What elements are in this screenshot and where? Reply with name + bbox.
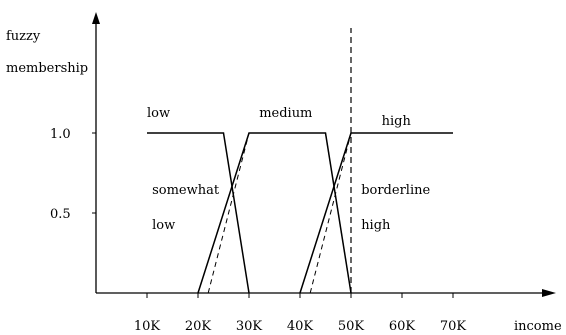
x-tick-label: 20K: [185, 319, 212, 334]
x-tick-label: 30K: [236, 319, 263, 334]
axes: [92, 12, 556, 297]
hedge-line: [197, 132, 250, 294]
hedge-line: [325, 132, 352, 294]
y-tick-label: 1.0: [50, 127, 71, 142]
hedge-line: [309, 132, 352, 294]
x-tick-label: 40K: [287, 319, 314, 334]
annotation-label: medium: [259, 106, 312, 121]
series-line-medium: [197, 132, 352, 294]
series-layer: [147, 28, 453, 294]
ticks: 10K 20K 30K 40K 50K 60K 70K 1.0 0.5: [50, 127, 466, 334]
annotation-label: borderline: [361, 183, 430, 198]
annotations: low medium high somewhat low borderline high: [147, 106, 430, 233]
x-tick-label: 60K: [389, 319, 416, 334]
annotation-label: somewhat: [152, 183, 220, 198]
x-axis-label: income: [514, 319, 562, 334]
annotation-label: high: [382, 114, 412, 129]
y-tick-label: 0.5: [50, 207, 71, 222]
y-axis-label-line1: fuzzy: [6, 29, 41, 44]
y-axis-label-line2: membership: [6, 61, 88, 76]
x-tick-label: 50K: [338, 319, 365, 334]
series-line-high: [299, 132, 453, 294]
series-line-low: [147, 132, 250, 294]
hedge-line: [299, 132, 352, 294]
x-tick-label: 70K: [440, 319, 467, 334]
x-tick-label: 10K: [134, 319, 161, 334]
x-axis-arrowhead: [542, 289, 556, 297]
y-axis-arrowhead: [92, 12, 100, 24]
annotation-label: high: [361, 218, 391, 233]
annotation-label: low: [147, 106, 170, 121]
annotation-label: low: [152, 218, 175, 233]
hedge-line: [207, 132, 250, 294]
